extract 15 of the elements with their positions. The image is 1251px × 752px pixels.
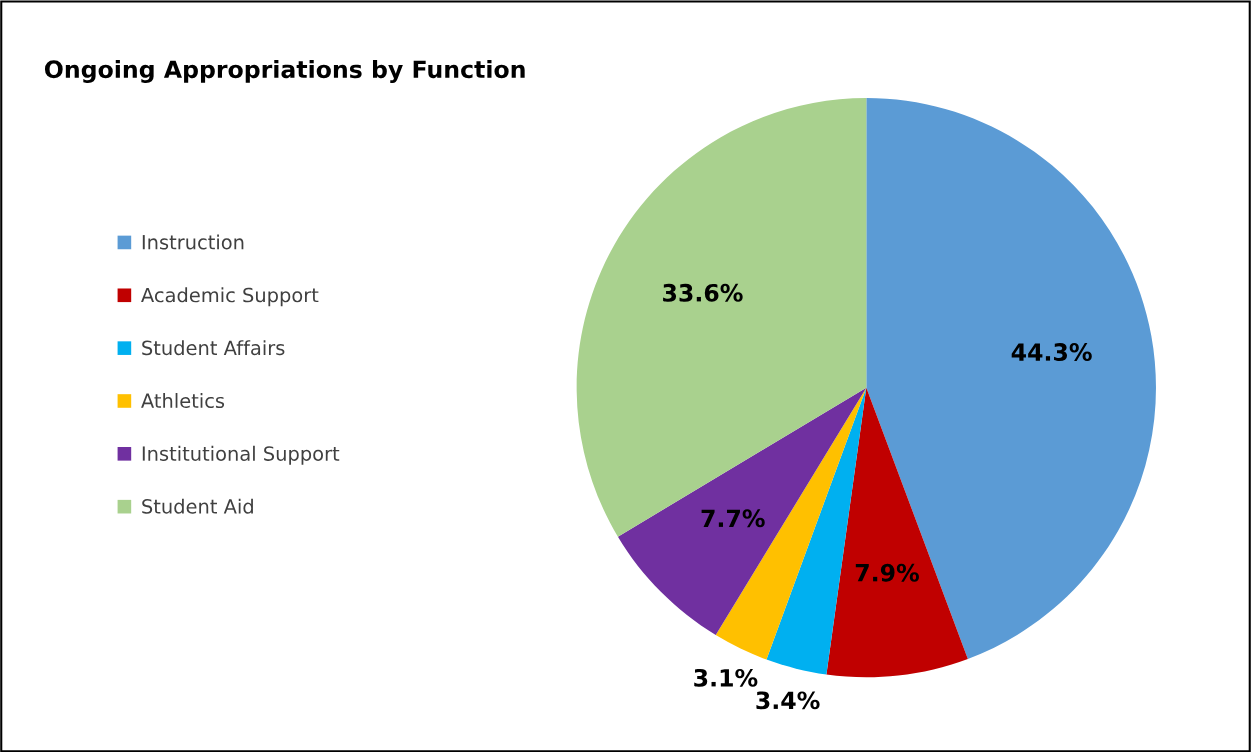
data-label: 3.4% [756,691,820,710]
data-label: 3.1% [694,668,758,687]
legend-label: Athletics [141,393,225,409]
pie-slice [826,387,968,678]
legend-label: Academic Support [141,287,319,307]
legend-label: Instruction [142,234,244,250]
legend-label: Institutional Support [142,445,340,465]
legend-label: Student Aid [142,498,253,514]
pie-slice [576,97,867,537]
data-label: 44.3% [1011,343,1092,361]
data-label: 33.6% [663,283,743,302]
data-label: 7.9% [855,563,919,582]
legend-label: Student Affairs [142,340,285,356]
chart-title: Ongoing Appropriations by Function [44,59,525,83]
data-label: 7.7% [701,509,765,528]
